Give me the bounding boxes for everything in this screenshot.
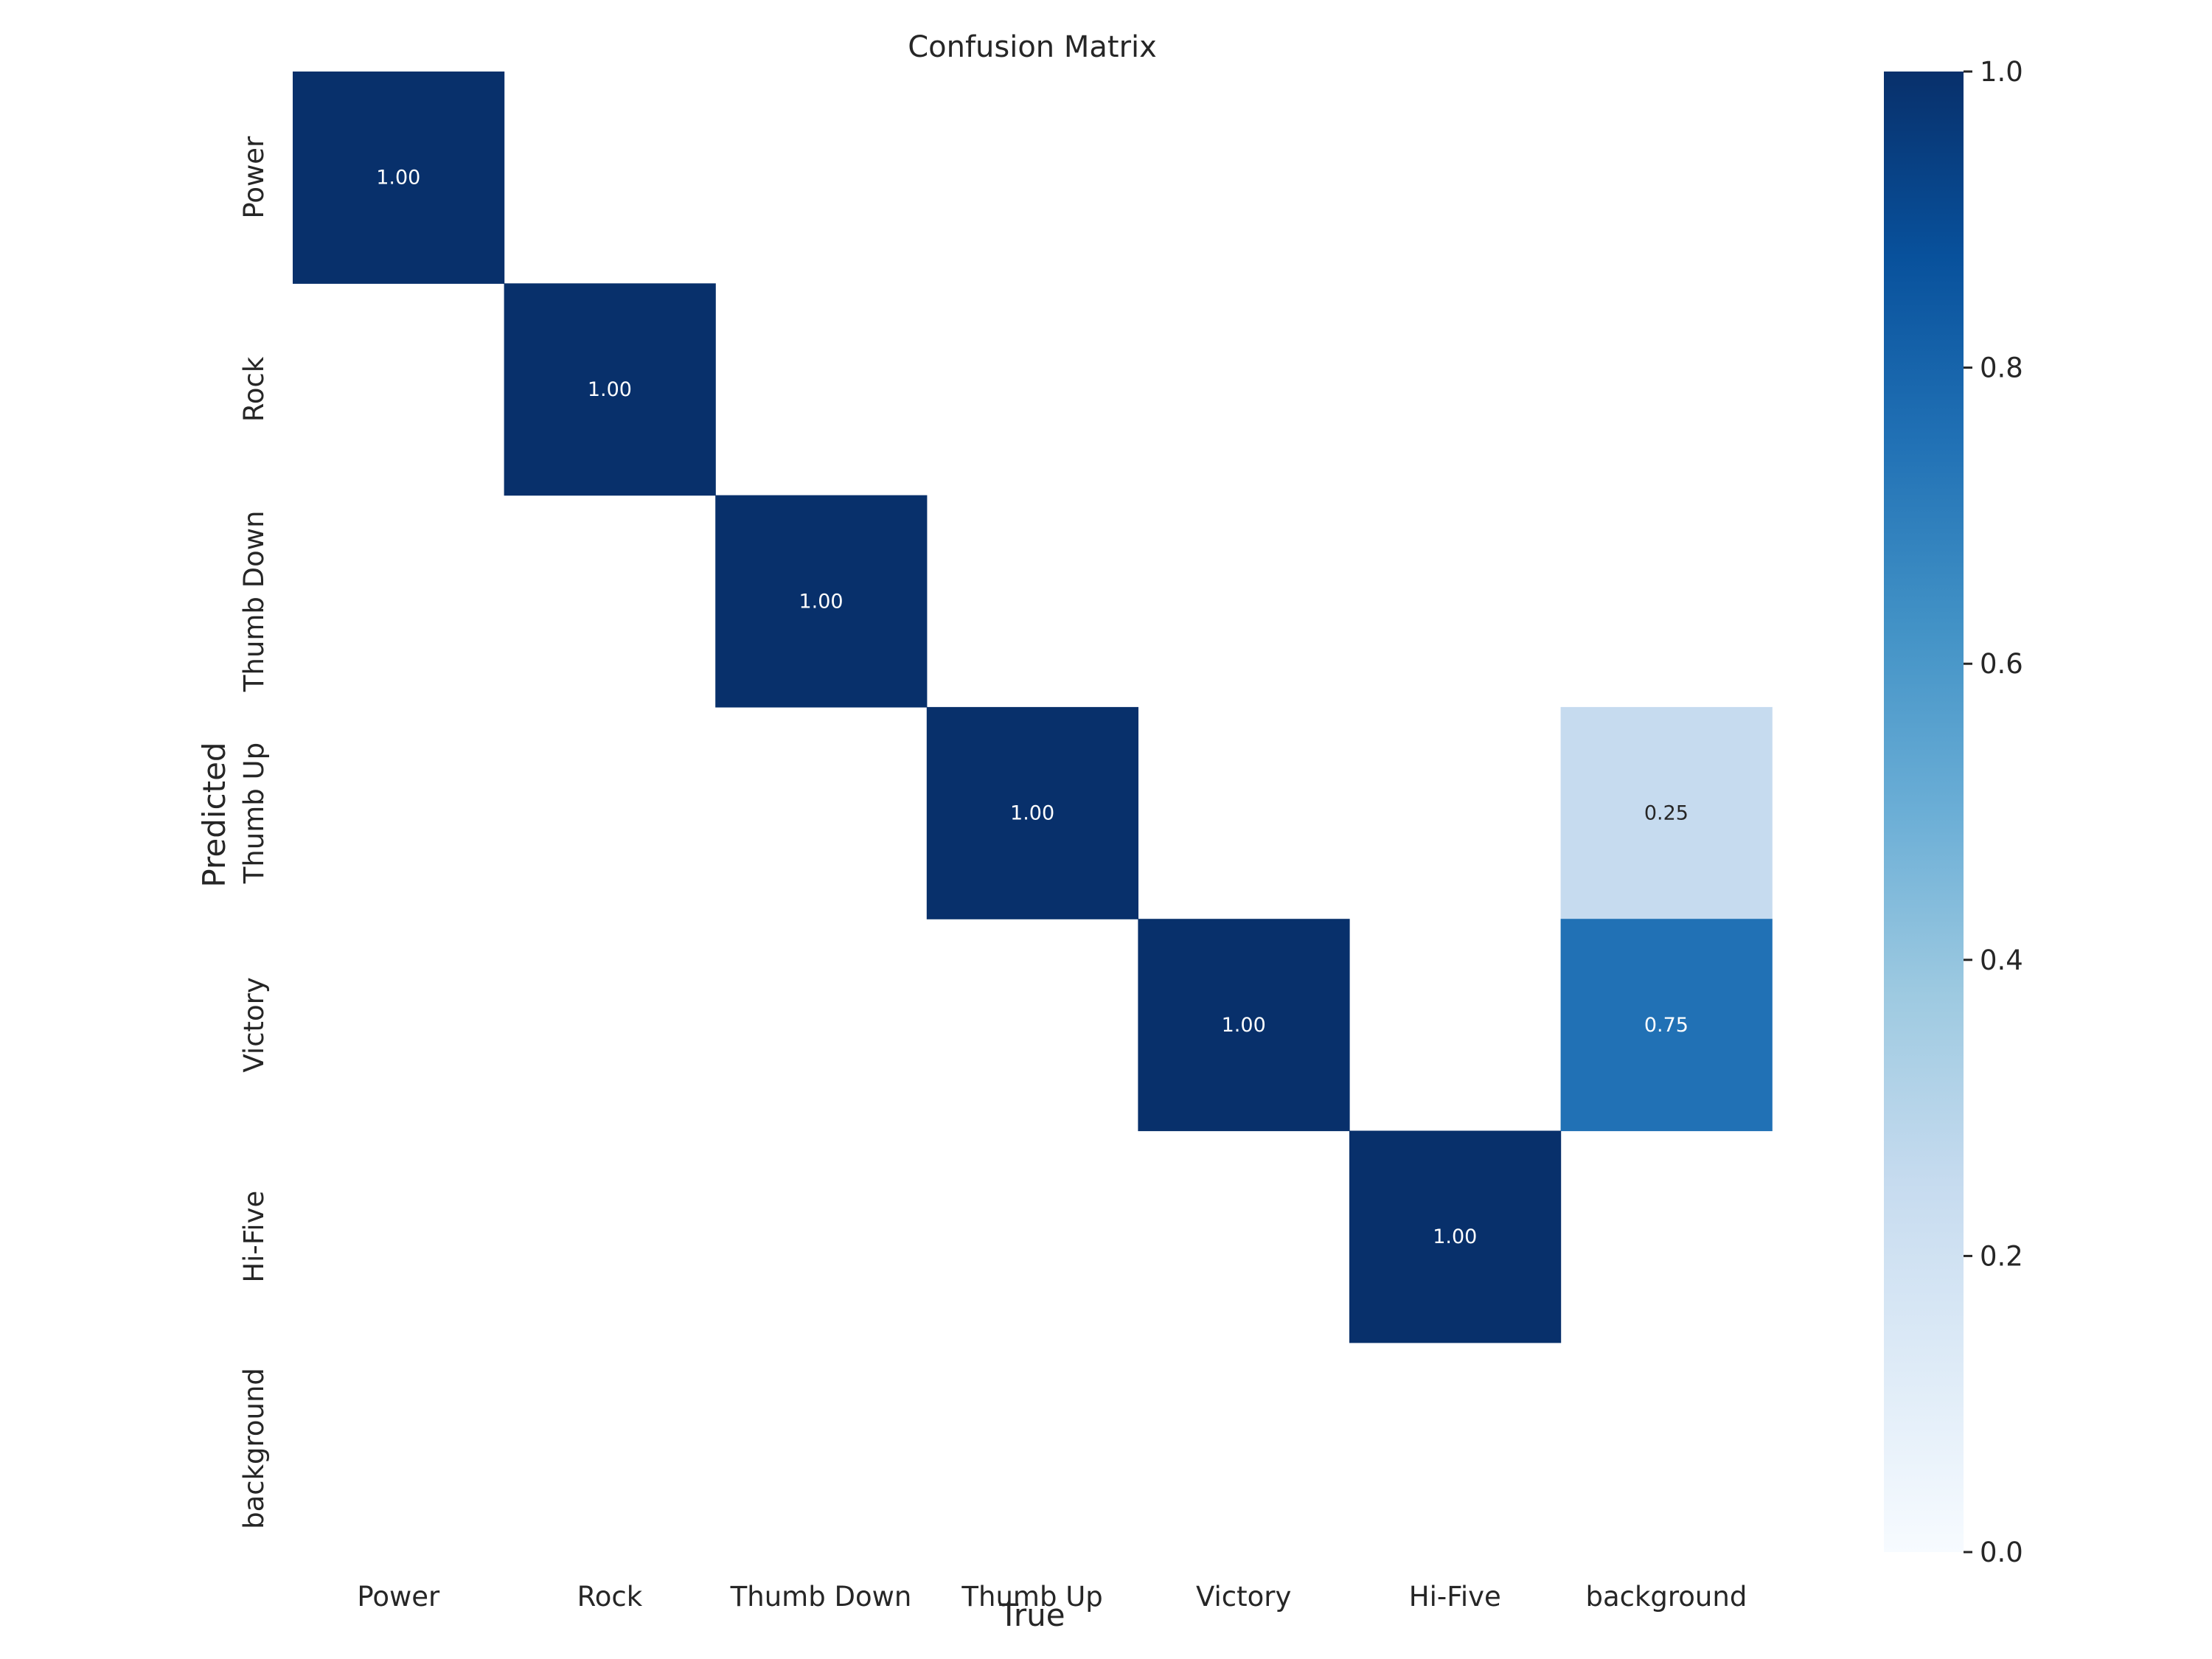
heatmap-cell-rock-rock: [504, 283, 716, 496]
colorbar: 0.0 0.2 0.4 0.6 0.8 1.0: [1884, 56, 2023, 1568]
y-axis-label: Predicted: [196, 742, 232, 887]
colorbar-tick-label: 0.6: [1980, 648, 2023, 680]
x-tick-labels: Power Rock Thumb Down Thumb Up Victory Hi-Fiv…: [357, 1581, 1747, 1613]
colorbar-tick-label: 0.8: [1980, 352, 2023, 384]
cell-value-label: 1.00: [376, 167, 420, 189]
cell-value-label: 1.00: [1010, 802, 1054, 825]
x-tick-label: background: [1585, 1581, 1747, 1613]
y-tick-label: Power: [238, 136, 270, 219]
x-tick-label: Rock: [577, 1581, 643, 1613]
y-tick-label: Hi-Five: [238, 1191, 270, 1283]
y-tick-label: Thumb Up: [238, 742, 270, 884]
heatmap-cell-thumb-down-thumb-down: [715, 495, 928, 708]
cell-value-label: 1.00: [799, 590, 843, 613]
heatmap-cells: [293, 72, 1773, 1343]
heatmap-cell-thumb-up-background: [1560, 706, 1773, 919]
cell-value-label: 0.75: [1644, 1014, 1688, 1037]
colorbar-tick-label: 1.0: [1980, 56, 2023, 88]
y-tick-label: background: [238, 1368, 270, 1529]
x-axis-label: True: [998, 1597, 1065, 1633]
heatmap-cell-victory-victory: [1138, 919, 1350, 1132]
cell-value-label: 1.00: [588, 378, 632, 401]
heatmap-cell-power-power: [293, 72, 505, 284]
colorbar-tick-label: 0.0: [1980, 1537, 2023, 1568]
x-tick-label: Power: [357, 1581, 440, 1613]
colorbar-gradient: [1884, 72, 1964, 1552]
heatmap-cell-victory-background: [1560, 919, 1773, 1132]
y-tick-labels: Power Rock Thumb Down Thumb Up Victory Hi-Fiv…: [238, 136, 270, 1529]
y-tick-label: Thumb Down: [238, 510, 270, 692]
cell-value-label: 1.00: [1222, 1014, 1266, 1037]
chart-title: Confusion Matrix: [908, 30, 1157, 64]
y-tick-label: Rock: [238, 356, 270, 422]
x-tick-label: Hi-Five: [1409, 1581, 1501, 1613]
y-tick-label: Victory: [238, 977, 270, 1072]
cell-value-label: 0.25: [1644, 802, 1688, 825]
heatmap-cell-labels: 1.00 1.00 1.00 1.00 0.25 1.00 0.75 1.00: [376, 167, 1688, 1248]
heatmap-cell-hi-five-hi-five: [1349, 1130, 1562, 1343]
heatmap-cell-thumb-up-thumb-up: [926, 706, 1138, 919]
colorbar-tick-label: 0.2: [1980, 1240, 2023, 1272]
x-tick-label: Thumb Down: [730, 1581, 912, 1613]
x-tick-label: Victory: [1196, 1581, 1291, 1613]
x-tick-label: Thumb Up: [961, 1581, 1102, 1613]
colorbar-tick-label: 0.4: [1980, 945, 2023, 976]
cell-value-label: 1.00: [1433, 1225, 1477, 1248]
